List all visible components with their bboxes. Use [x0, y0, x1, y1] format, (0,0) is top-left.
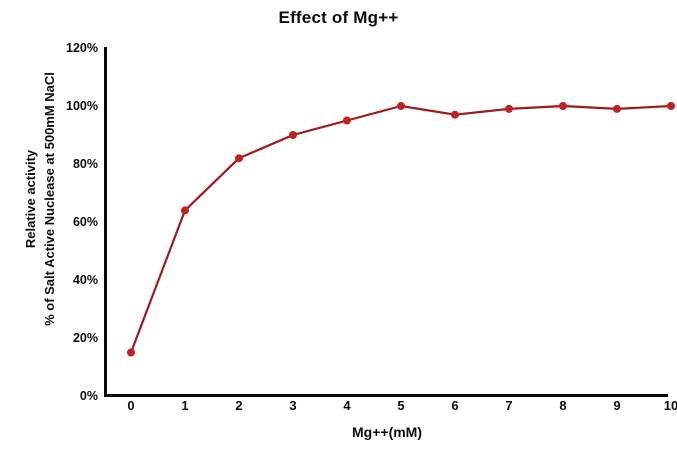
x-axis-tick-label: 1: [181, 398, 189, 413]
data-point-marker: [127, 348, 135, 357]
y-axis-line: [104, 47, 107, 397]
y-axis-tick-label: 100%: [66, 99, 98, 113]
x-axis-tick-label: 4: [343, 398, 351, 413]
data-point-marker: [505, 104, 513, 113]
y-axis-tick-label: 60%: [72, 215, 98, 229]
data-point-marker: [613, 104, 621, 113]
x-axis-tick-label: 8: [559, 398, 567, 413]
y-axis-tick-label: 40%: [72, 273, 98, 287]
x-axis-tick-label: 10: [663, 398, 677, 413]
x-axis-title: Mg++(mM): [352, 424, 422, 440]
y-axis-tick-label: 0%: [79, 389, 98, 403]
data-point-marker: [451, 110, 459, 119]
x-axis-tick-label: 0: [127, 398, 135, 413]
data-point-marker: [181, 206, 189, 215]
data-point-marker: [289, 131, 297, 139]
x-axis-line: [104, 394, 668, 397]
x-axis-tick-label: 2: [235, 398, 243, 413]
data-point-marker: [343, 116, 351, 125]
series-markers: [127, 102, 675, 357]
data-point-marker: [397, 102, 405, 110]
chart-title: Effect of Mg++: [278, 8, 399, 27]
series-line: [129, 104, 673, 354]
data-point-marker: [235, 154, 243, 163]
x-axis-tick-label: 7: [505, 398, 513, 413]
y-axis-tick-label: 120%: [66, 41, 98, 55]
y-axis-tick-label: 20%: [72, 331, 98, 345]
x-axis-tick-label: 6: [451, 398, 459, 413]
x-axis-tick-label: 3: [289, 398, 297, 413]
x-axis-tick-label: 9: [613, 398, 621, 413]
y-axis-tick-label: 80%: [72, 157, 98, 171]
data-point-marker: [667, 102, 675, 110]
x-axis-tick-label: 5: [397, 398, 405, 413]
data-point-marker: [559, 102, 567, 110]
